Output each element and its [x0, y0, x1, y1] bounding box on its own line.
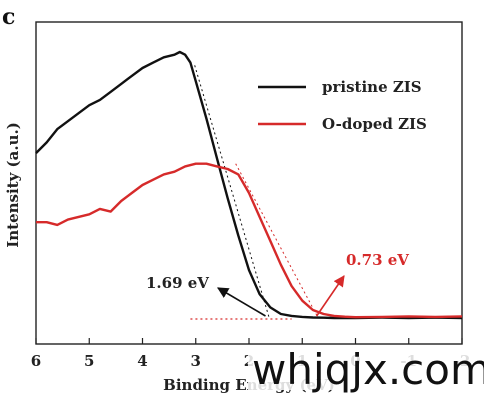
series-line-pristine — [35, 50, 463, 320]
x-tick-label: 5 — [84, 352, 94, 370]
y-axis-title: Intensity (a.u.) — [4, 122, 22, 248]
tangent-line-odoped — [235, 163, 319, 319]
plot-frame — [35, 21, 463, 345]
watermark-backdrop — [248, 346, 484, 390]
annotation-arrow-pristine — [217, 287, 266, 317]
annotation-pristine: 1.69 eV — [146, 274, 266, 317]
x-tick-label: 6 — [31, 352, 41, 370]
series-lines — [35, 50, 463, 320]
panel-label: c — [2, 4, 15, 30]
watermark-text: whjqjx.com — [252, 345, 484, 394]
x-tick-label: 3 — [191, 352, 201, 370]
series-line-odoped — [36, 162, 463, 319]
x-tick-label: 4 — [137, 352, 147, 370]
annotation-label-pristine: 1.69 eV — [146, 274, 209, 292]
annotation-arrow-odoped — [315, 275, 345, 317]
x-axis-ticks — [35, 338, 463, 344]
annotation-label-odoped: 0.73 eV — [346, 251, 409, 269]
legend: pristine ZIS O-doped ZIS — [258, 78, 427, 133]
tangent-line-pristine — [194, 65, 270, 319]
tangent-lines — [194, 65, 319, 319]
annotation-odoped: 0.73 eV — [315, 251, 409, 317]
legend-label-odoped: O-doped ZIS — [322, 115, 427, 133]
legend-label-pristine: pristine ZIS — [322, 78, 422, 96]
